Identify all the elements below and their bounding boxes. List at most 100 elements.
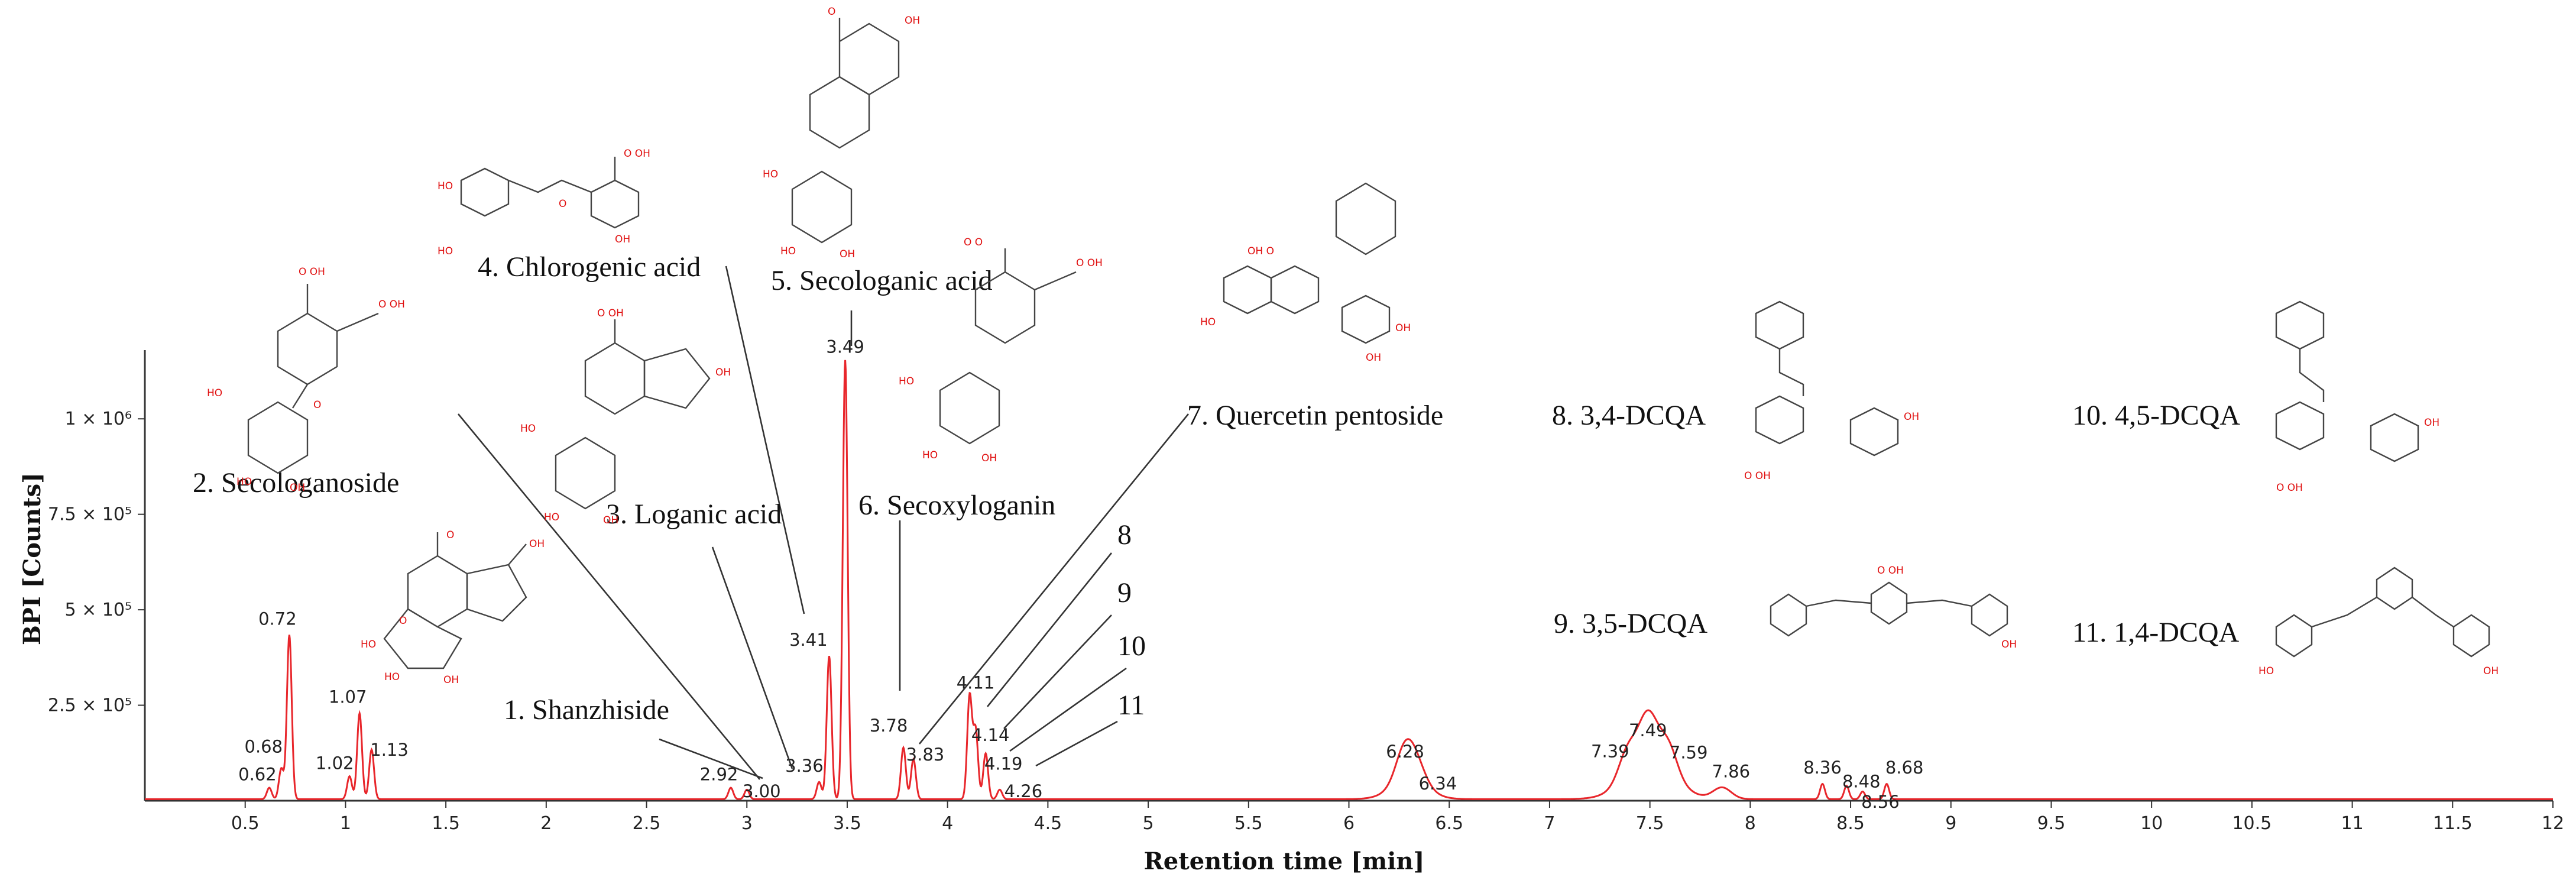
peak-label: 3.78 <box>870 716 908 736</box>
peak-label: 0.72 <box>258 609 297 629</box>
compound-label-10: 10. 4,5-DCQA <box>2072 400 2240 431</box>
structure-secologanoside: O OH O OH O HO HO OH <box>207 266 405 494</box>
peak-labels: 0.620.680.721.021.071.132.923.003.363.41… <box>238 336 1923 812</box>
callout-number-9: 9 <box>1117 577 1132 609</box>
peak-label: 4.14 <box>971 725 1010 745</box>
svg-text:O OH: O OH <box>299 266 325 278</box>
leader-line-3 <box>711 546 793 769</box>
x-tick-label: 2.5 <box>633 813 661 834</box>
peak-label: 0.68 <box>245 736 283 756</box>
structure-shanzhiside: O OH O HO HO OH <box>361 529 545 686</box>
svg-text:OH: OH <box>1366 352 1381 364</box>
peak-label: 4.19 <box>984 754 1023 774</box>
peak-label: 2.92 <box>700 765 738 785</box>
svg-text:O: O <box>446 529 454 541</box>
structure-loganic-acid: O OH OH HO HO OH <box>520 308 731 526</box>
svg-text:OH: OH <box>615 234 630 245</box>
peak-label: 7.49 <box>1629 720 1667 740</box>
structure-secologanic-acid: O OH HO HO OH <box>763 6 920 260</box>
leader-line-10 <box>1009 667 1127 752</box>
svg-text:O: O <box>313 399 321 411</box>
leader-line-2 <box>457 413 761 780</box>
peak-label: 7.59 <box>1670 742 1708 762</box>
compound-label-6: 6. Secoxyloganin <box>858 490 1055 521</box>
structure-quercetin-pentoside: OH O HO OH OH <box>1200 182 1411 364</box>
x-tick-label: 11 <box>2341 813 2363 834</box>
peak-label: 3.49 <box>826 336 864 357</box>
compound-label-1: 1. Shanzhiside <box>504 694 669 726</box>
x-tick-label: 1 <box>340 813 351 834</box>
y-tick-label: 7.5 × 10⁵ <box>48 504 132 525</box>
x-tick-label: 2 <box>540 813 552 834</box>
compound-label-8: 8. 3,4-DCQA <box>1552 400 1706 431</box>
peak-label: 1.13 <box>370 740 409 760</box>
x-tick-label: 7 <box>1544 813 1555 834</box>
peak-label: 8.48 <box>1842 771 1881 791</box>
leader-line-4 <box>725 266 805 614</box>
svg-text:OH: OH <box>2001 639 2017 650</box>
x-tick-label: 6 <box>1343 813 1355 834</box>
svg-text:HO: HO <box>1200 316 1216 328</box>
x-tick-label: 10 <box>2140 813 2163 834</box>
x-tick-label: 7.5 <box>1636 813 1664 834</box>
x-ticks: 0.5 1 1.5 2 2.5 3 3.5 4 4.5 5 5.5 6 6.5 7 7.5 8 8.5 9 9.5 1… <box>231 801 2564 834</box>
svg-text:O OH: O OH <box>624 148 650 160</box>
bpi-trace <box>145 360 2553 800</box>
svg-text:O OH: O OH <box>1076 257 1103 269</box>
structure-chlorogenic-acid: O OH HO HO OH O <box>438 148 650 257</box>
svg-text:O OH: O OH <box>597 308 624 319</box>
leader-line-1 <box>659 738 763 779</box>
x-tick-label: 4.5 <box>1034 813 1062 834</box>
y-tick-label: 5 × 10⁵ <box>65 600 132 620</box>
peak-label: 7.39 <box>1591 742 1629 762</box>
peak-label: 0.62 <box>238 765 277 785</box>
svg-text:HO: HO <box>384 671 400 683</box>
callout-number-11: 11 <box>1117 690 1145 721</box>
compound-label-11: 11. 1,4-DCQA <box>2072 617 2240 648</box>
x-tick-label: 11.5 <box>2433 813 2473 834</box>
svg-text:HO: HO <box>763 169 778 180</box>
y-tick-label: 2.5 × 10⁵ <box>48 695 132 716</box>
peak-label: 8.68 <box>1885 758 1924 778</box>
svg-text:OH: OH <box>529 538 545 550</box>
callout-number-10: 10 <box>1117 630 1146 662</box>
peak-label: 1.07 <box>329 687 367 707</box>
svg-text:OH: OH <box>905 15 920 27</box>
peak-label: 1.02 <box>316 753 354 773</box>
svg-text:O OH: O OH <box>2276 482 2303 494</box>
callout-number-8: 8 <box>1117 519 1132 551</box>
peak-label: 8.56 <box>1861 792 1900 812</box>
svg-text:OH: OH <box>840 248 855 260</box>
structure-3-4-dcqa: OH O OH <box>1744 300 1919 482</box>
svg-text:OH: OH <box>443 674 459 686</box>
svg-text:OH O: OH O <box>1248 245 1274 257</box>
x-tick-label: 5 <box>1143 813 1154 834</box>
x-tick-label: 10.5 <box>2232 813 2272 834</box>
svg-text:OH: OH <box>1904 411 1919 423</box>
svg-text:HO: HO <box>780 245 796 257</box>
svg-text:OH: OH <box>603 514 618 526</box>
svg-text:HO: HO <box>438 180 453 192</box>
x-tick-label: 9 <box>1945 813 1956 834</box>
peak-label: 3.83 <box>906 745 945 765</box>
leader-line-8 <box>986 552 1113 707</box>
svg-text:HO: HO <box>544 512 559 523</box>
x-tick-label: 3.5 <box>833 813 861 834</box>
x-tick-label: 0.5 <box>231 813 260 834</box>
svg-text:HO: HO <box>236 476 252 488</box>
compound-label-5: 5. Secologanic acid <box>771 265 993 296</box>
x-tick-label: 6.5 <box>1435 813 1463 834</box>
y-axis-title: BPI [Counts] <box>18 472 46 645</box>
svg-text:O OH: O OH <box>378 299 405 310</box>
x-tick-label: 9.5 <box>2037 813 2066 834</box>
svg-text:HO: HO <box>2259 665 2274 677</box>
compound-label-7: 7. Quercetin pentoside <box>1187 400 1443 431</box>
peak-label: 6.28 <box>1386 742 1424 762</box>
x-tick-label: 8.5 <box>1836 813 1865 834</box>
svg-text:OH: OH <box>290 482 305 494</box>
svg-text:HO: HO <box>520 423 536 435</box>
leader-lines <box>457 266 1190 780</box>
y-tick-label: 1 × 10⁶ <box>65 409 132 429</box>
compound-label-9: 9. 3,5-DCQA <box>1554 608 1707 639</box>
